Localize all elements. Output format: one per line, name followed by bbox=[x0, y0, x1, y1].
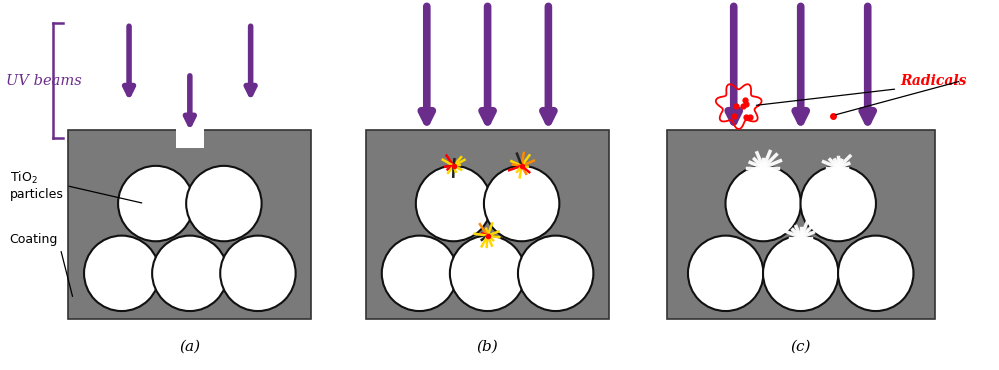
Circle shape bbox=[763, 236, 838, 311]
Circle shape bbox=[688, 236, 763, 311]
Text: TiO$_2$
particles: TiO$_2$ particles bbox=[10, 169, 142, 203]
Text: Coating: Coating bbox=[10, 233, 73, 296]
Circle shape bbox=[84, 236, 160, 311]
Text: UV beams: UV beams bbox=[6, 74, 82, 88]
Circle shape bbox=[450, 236, 525, 311]
Bar bbox=[666, 130, 935, 319]
Bar bbox=[176, 128, 204, 148]
Text: (a): (a) bbox=[179, 340, 201, 354]
Text: (c): (c) bbox=[790, 340, 811, 354]
Circle shape bbox=[382, 236, 458, 311]
Bar bbox=[366, 130, 609, 319]
Circle shape bbox=[118, 166, 194, 241]
Circle shape bbox=[186, 166, 262, 241]
Circle shape bbox=[484, 166, 559, 241]
Circle shape bbox=[725, 166, 801, 241]
Circle shape bbox=[152, 236, 228, 311]
Circle shape bbox=[800, 166, 876, 241]
Circle shape bbox=[220, 236, 296, 311]
Circle shape bbox=[416, 166, 492, 241]
Circle shape bbox=[517, 236, 593, 311]
Bar bbox=[68, 130, 312, 319]
Text: (b): (b) bbox=[477, 340, 499, 354]
Text: Radicals: Radicals bbox=[756, 74, 966, 105]
Circle shape bbox=[838, 236, 913, 311]
